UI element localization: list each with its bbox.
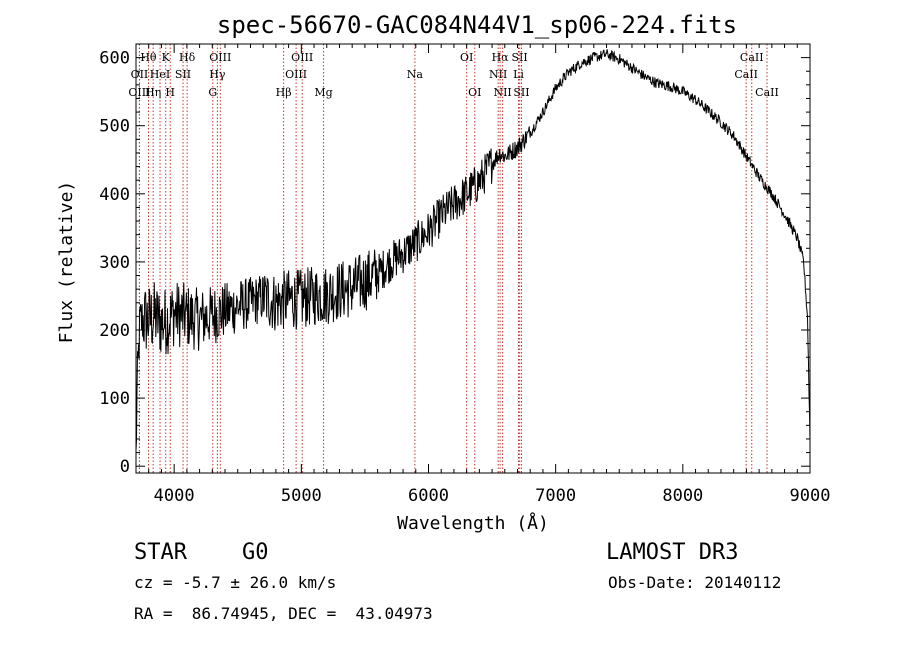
line-marker-label: Hγ	[209, 68, 226, 81]
line-marker-label: G	[208, 86, 217, 99]
x-axis: 4000 5000 6000 7000 8000 9000	[148, 44, 831, 506]
line-marker-label: CaII	[734, 68, 758, 81]
x-tick-label: 9000	[790, 486, 831, 506]
y-tick-label: 200	[99, 321, 130, 341]
line-marker-label: OI	[468, 86, 481, 99]
line-marker-label: H	[165, 86, 175, 99]
y-tick-label: 0	[120, 457, 130, 477]
y-tick-label: 600	[99, 49, 130, 69]
line-marker-label: SII	[175, 68, 191, 81]
line-marker-label: Li	[513, 68, 524, 81]
x-tick-label: 4000	[154, 486, 195, 506]
line-marker-label: OIII	[209, 51, 231, 64]
line-marker-label: OIII	[128, 86, 150, 99]
y-tick-label: 500	[99, 117, 130, 137]
line-marker-label: Hβ	[276, 86, 292, 99]
chart-title: spec-56670-GAC084N44V1_sp06-224.fits	[217, 11, 737, 39]
line-marker-label: OII	[131, 68, 149, 81]
line-marker-label: SII	[513, 86, 529, 99]
object-class: STAR	[134, 540, 188, 565]
line-marker-label: OIII	[291, 51, 313, 64]
y-tick-label: 100	[99, 389, 130, 409]
spectrum-line	[135, 49, 811, 451]
y-tick-label: 400	[99, 185, 130, 205]
object-subclass: G0	[242, 540, 269, 565]
redshift-cz: cz = -5.7 ± 26.0 km/s	[134, 573, 336, 592]
line-marker-label: K	[162, 51, 171, 64]
line-marker-label: Na	[407, 68, 424, 81]
line-marker-label: NII	[489, 68, 507, 81]
y-axis-label: Flux (relative)	[56, 181, 77, 344]
x-tick-label: 8000	[662, 486, 703, 506]
line-marker-label: Hα	[492, 51, 510, 64]
line-marker-label: OIII	[285, 68, 307, 81]
line-marker-label: HeI	[150, 68, 170, 81]
line-marker-label: OI	[460, 51, 473, 64]
x-tick-label: 5000	[281, 486, 322, 506]
line-marker-label: CaII	[755, 86, 779, 99]
coordinates: RA = 86.74945, DEC = 43.04973	[134, 604, 433, 623]
x-axis-label: Wavelength (Å)	[397, 512, 549, 534]
x-tick-label: 7000	[535, 486, 576, 506]
line-marker-label: Hη	[145, 86, 161, 99]
survey-name: LAMOST DR3	[606, 540, 738, 565]
y-axis: 0 100 200 300 400 500 600	[99, 49, 810, 477]
x-tick-label: 6000	[408, 486, 449, 506]
line-marker-label: NII	[493, 86, 511, 99]
line-marker-label: Mg	[314, 86, 332, 99]
plot-frame	[135, 43, 811, 474]
line-marker-label: SII	[512, 51, 528, 64]
y-tick-label: 300	[99, 253, 130, 273]
line-marker-label: CaII	[740, 51, 764, 64]
obs-date: Obs-Date: 20140112	[608, 573, 781, 592]
line-marker-label: Hδ	[179, 51, 196, 64]
line-marker-label: Hθ	[140, 51, 157, 64]
